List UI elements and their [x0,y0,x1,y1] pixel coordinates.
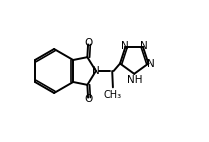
Text: NH: NH [127,75,143,85]
Text: N: N [147,59,154,69]
Text: O: O [84,38,92,48]
Text: N: N [140,41,148,51]
Text: N: N [92,66,100,76]
Text: CH₃: CH₃ [104,90,122,100]
Text: N: N [121,41,129,51]
Text: O: O [84,94,92,104]
